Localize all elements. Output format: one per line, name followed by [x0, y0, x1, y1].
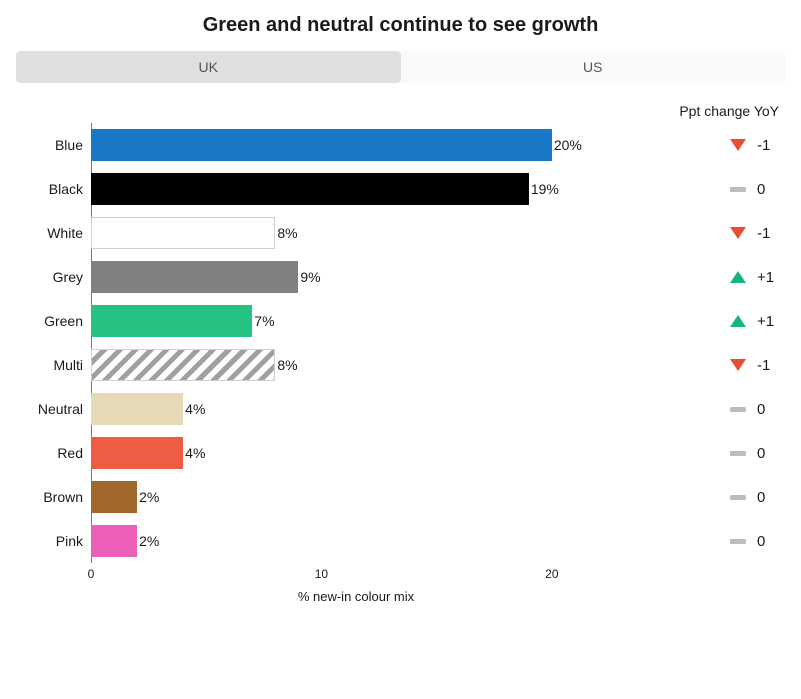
yoy-value: 0: [757, 489, 779, 506]
yoy-cell: 0: [621, 181, 785, 198]
bar-area: 8%: [91, 349, 621, 381]
chart-title: Green and neutral continue to see growth: [16, 14, 785, 37]
arrow-down-icon: [729, 138, 747, 152]
x-axis-label: % new-in colour mix: [91, 589, 621, 604]
bar-value: 9%: [298, 261, 320, 293]
bar-area: 9%: [91, 261, 621, 293]
bar-value: 8%: [275, 349, 297, 381]
bar-area: 8%: [91, 217, 621, 249]
tab-us[interactable]: US: [401, 51, 786, 83]
bar: [91, 305, 252, 337]
bar-area: 19%: [91, 173, 621, 205]
table-row: Pink 2% 0: [16, 519, 785, 563]
yoy-value: -1: [757, 357, 779, 374]
bar: [91, 129, 552, 161]
bar-area: 20%: [91, 129, 621, 161]
category-label: Grey: [16, 269, 91, 285]
dash-icon: [729, 495, 747, 500]
arrow-down-icon: [729, 226, 747, 240]
category-label: Blue: [16, 137, 91, 153]
bar-value: 20%: [552, 129, 582, 161]
table-row: Blue 20% -1: [16, 123, 785, 167]
category-label: Green: [16, 313, 91, 329]
table-row: Brown 2% 0: [16, 475, 785, 519]
yoy-value: 0: [757, 445, 779, 462]
yoy-cell: +1: [621, 313, 785, 330]
yoy-value: +1: [757, 313, 779, 330]
bar: [91, 217, 275, 249]
yoy-cell: -1: [621, 137, 785, 154]
arrow-up-icon: [729, 270, 747, 284]
yoy-value: 0: [757, 181, 779, 198]
category-label: Multi: [16, 357, 91, 373]
category-label: Neutral: [16, 401, 91, 417]
yoy-cell: -1: [621, 225, 785, 242]
bar: [91, 481, 137, 513]
table-row: Multi 8% -1: [16, 343, 785, 387]
bar-area: 2%: [91, 481, 621, 513]
yoy-cell: 0: [621, 533, 785, 550]
yoy-cell: 0: [621, 445, 785, 462]
yoy-cell: 0: [621, 401, 785, 418]
region-tabs: UKUS: [16, 51, 785, 83]
table-row: Neutral 4% 0: [16, 387, 785, 431]
yoy-value: -1: [757, 137, 779, 154]
table-row: White 8% -1: [16, 211, 785, 255]
bar: [91, 525, 137, 557]
category-label: Red: [16, 445, 91, 461]
bar-value: 4%: [183, 437, 205, 469]
bar-value: 2%: [137, 481, 159, 513]
tab-uk[interactable]: UK: [16, 51, 401, 83]
dash-icon: [729, 451, 747, 456]
bar-area: 4%: [91, 393, 621, 425]
bar-area: 2%: [91, 525, 621, 557]
x-tick: 20: [545, 567, 558, 581]
table-row: Black 19% 0: [16, 167, 785, 211]
category-label: Brown: [16, 489, 91, 505]
header-row: Ppt change YoY: [16, 103, 785, 119]
x-axis: 0 10 20: [91, 563, 621, 587]
bar: [91, 261, 298, 293]
bar-value: 7%: [252, 305, 274, 337]
bar-rows: Blue20%-1Black19%0White8%-1Grey9%+1Green…: [16, 123, 785, 563]
x-tick: 10: [315, 567, 328, 581]
bar-area: 7%: [91, 305, 621, 337]
dash-icon: [729, 539, 747, 544]
table-row: Red 4% 0: [16, 431, 785, 475]
bar-value: 19%: [529, 173, 559, 205]
bar-area: 4%: [91, 437, 621, 469]
yoy-cell: -1: [621, 357, 785, 374]
yoy-value: 0: [757, 401, 779, 418]
bar-value: 4%: [183, 393, 205, 425]
table-row: Green 7% +1: [16, 299, 785, 343]
category-label: Pink: [16, 533, 91, 549]
yoy-cell: +1: [621, 269, 785, 286]
arrow-up-icon: [729, 314, 747, 328]
yoy-value: 0: [757, 533, 779, 550]
arrow-down-icon: [729, 358, 747, 372]
table-row: Grey 9% +1: [16, 255, 785, 299]
dash-icon: [729, 187, 747, 192]
bar: [91, 349, 275, 381]
x-tick: 0: [88, 567, 95, 581]
chart-container: Green and neutral continue to see growth…: [0, 0, 801, 604]
yoy-cell: 0: [621, 489, 785, 506]
yoy-value: -1: [757, 225, 779, 242]
yoy-value: +1: [757, 269, 779, 286]
bar-value: 8%: [275, 217, 297, 249]
category-label: Black: [16, 181, 91, 197]
bar: [91, 393, 183, 425]
bar: [91, 437, 183, 469]
yoy-header: Ppt change YoY: [621, 103, 785, 119]
bar: [91, 173, 529, 205]
dash-icon: [729, 407, 747, 412]
bar-value: 2%: [137, 525, 159, 557]
category-label: White: [16, 225, 91, 241]
